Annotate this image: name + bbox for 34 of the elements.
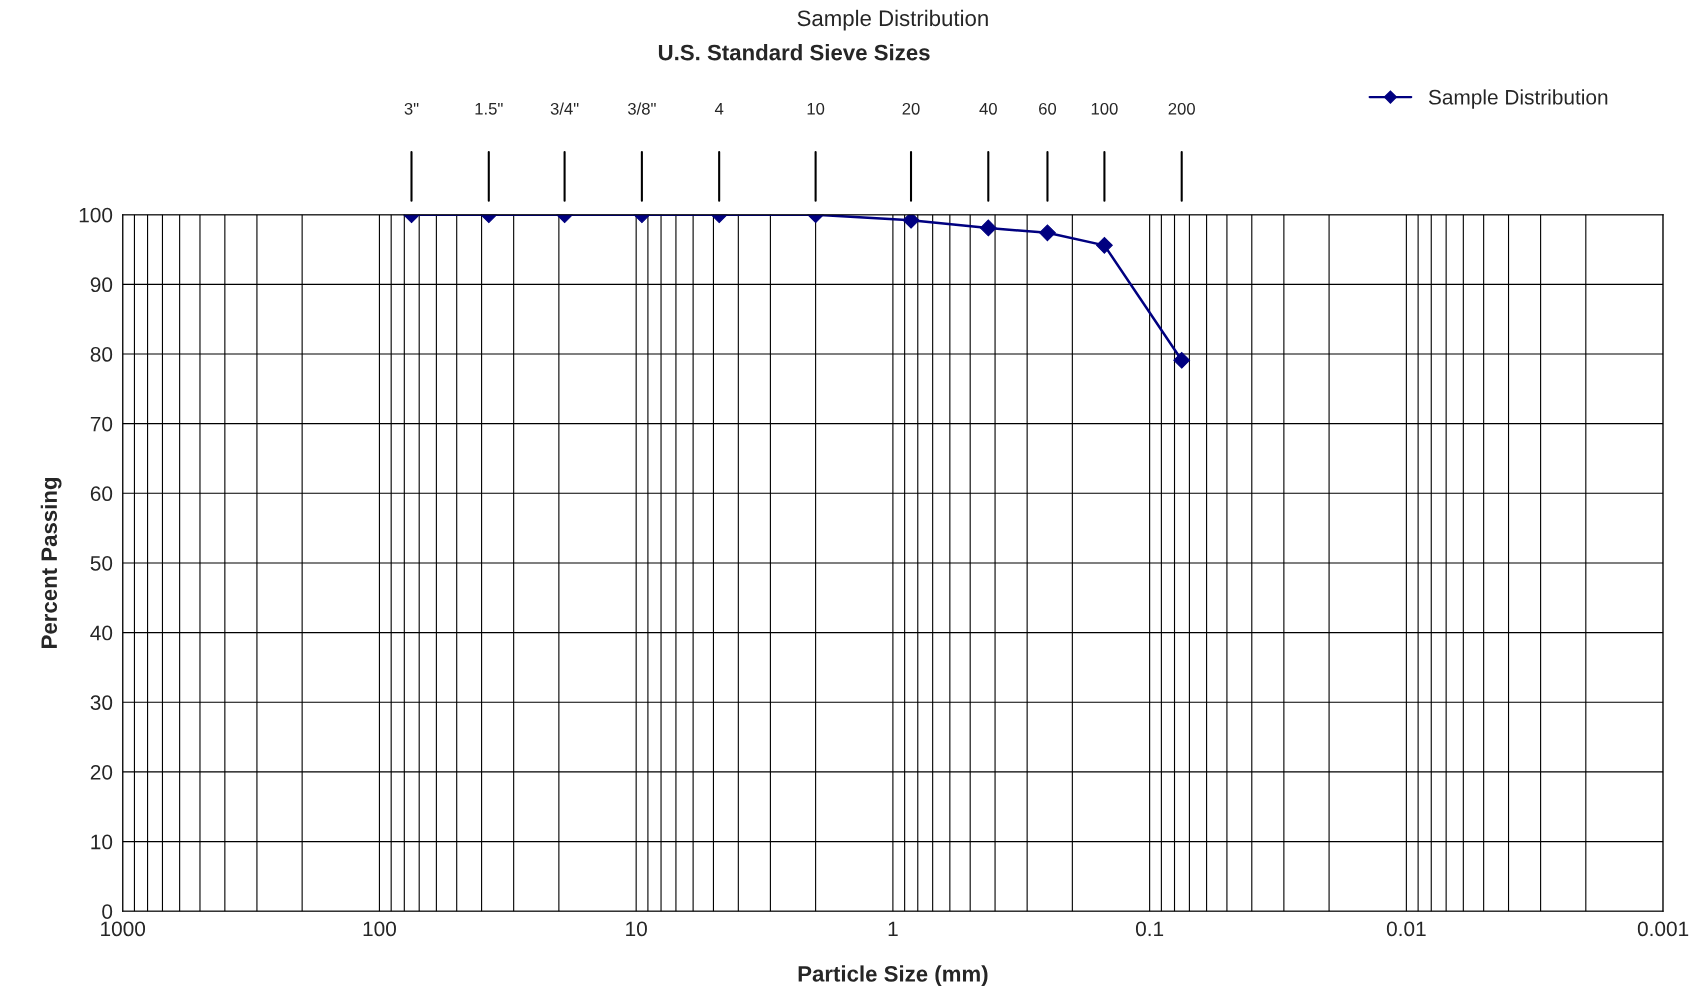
text: 200 <box>1168 102 1195 115</box>
x-axis-title: Particle Size (mm) <box>798 965 988 987</box>
y-tick-label: 80 <box>90 347 113 362</box>
x-tick-label: 0.01 <box>1386 921 1426 937</box>
y-tick-label: 10 <box>91 834 113 850</box>
text: 20 <box>902 102 920 115</box>
text: 4 <box>714 103 724 115</box>
x-tick-label: 0.001 <box>1637 921 1689 937</box>
text: 40 <box>979 102 997 115</box>
x-tick-label: 100 <box>363 921 396 937</box>
text: 3/8" <box>627 102 656 115</box>
y-tick-label: 50 <box>90 555 113 571</box>
legend-label: Sample Distribution <box>1428 89 1608 109</box>
y-tick-label: 100 <box>79 207 113 223</box>
chart-subtitle: U.S. Standard Sieve Sizes <box>658 44 930 61</box>
x-tick-label: 0.1 <box>1135 921 1164 937</box>
text: 3/4" <box>550 102 579 115</box>
text: 60 <box>1039 102 1057 115</box>
y-axis-title: Percent Passing <box>40 477 62 648</box>
y-tick-label: 20 <box>90 764 113 780</box>
y-tick-label: 0 <box>102 904 113 919</box>
x-tick-label: 10 <box>626 921 647 937</box>
x-tick-label: 1000 <box>101 921 146 937</box>
y-tick-label: 30 <box>90 695 113 711</box>
y-tick-label: 60 <box>90 486 113 502</box>
y-tick-label: 90 <box>90 277 113 293</box>
text: 3" <box>404 102 419 115</box>
text: 10 <box>807 102 825 115</box>
y-tick-label: 70 <box>90 416 113 432</box>
text: 1.5" <box>475 103 503 115</box>
chart-title: Sample Distribution <box>797 9 988 31</box>
y-tick-label: 40 <box>90 625 113 641</box>
x-tick-label: 1 <box>888 921 898 937</box>
text: 100 <box>1091 102 1118 115</box>
